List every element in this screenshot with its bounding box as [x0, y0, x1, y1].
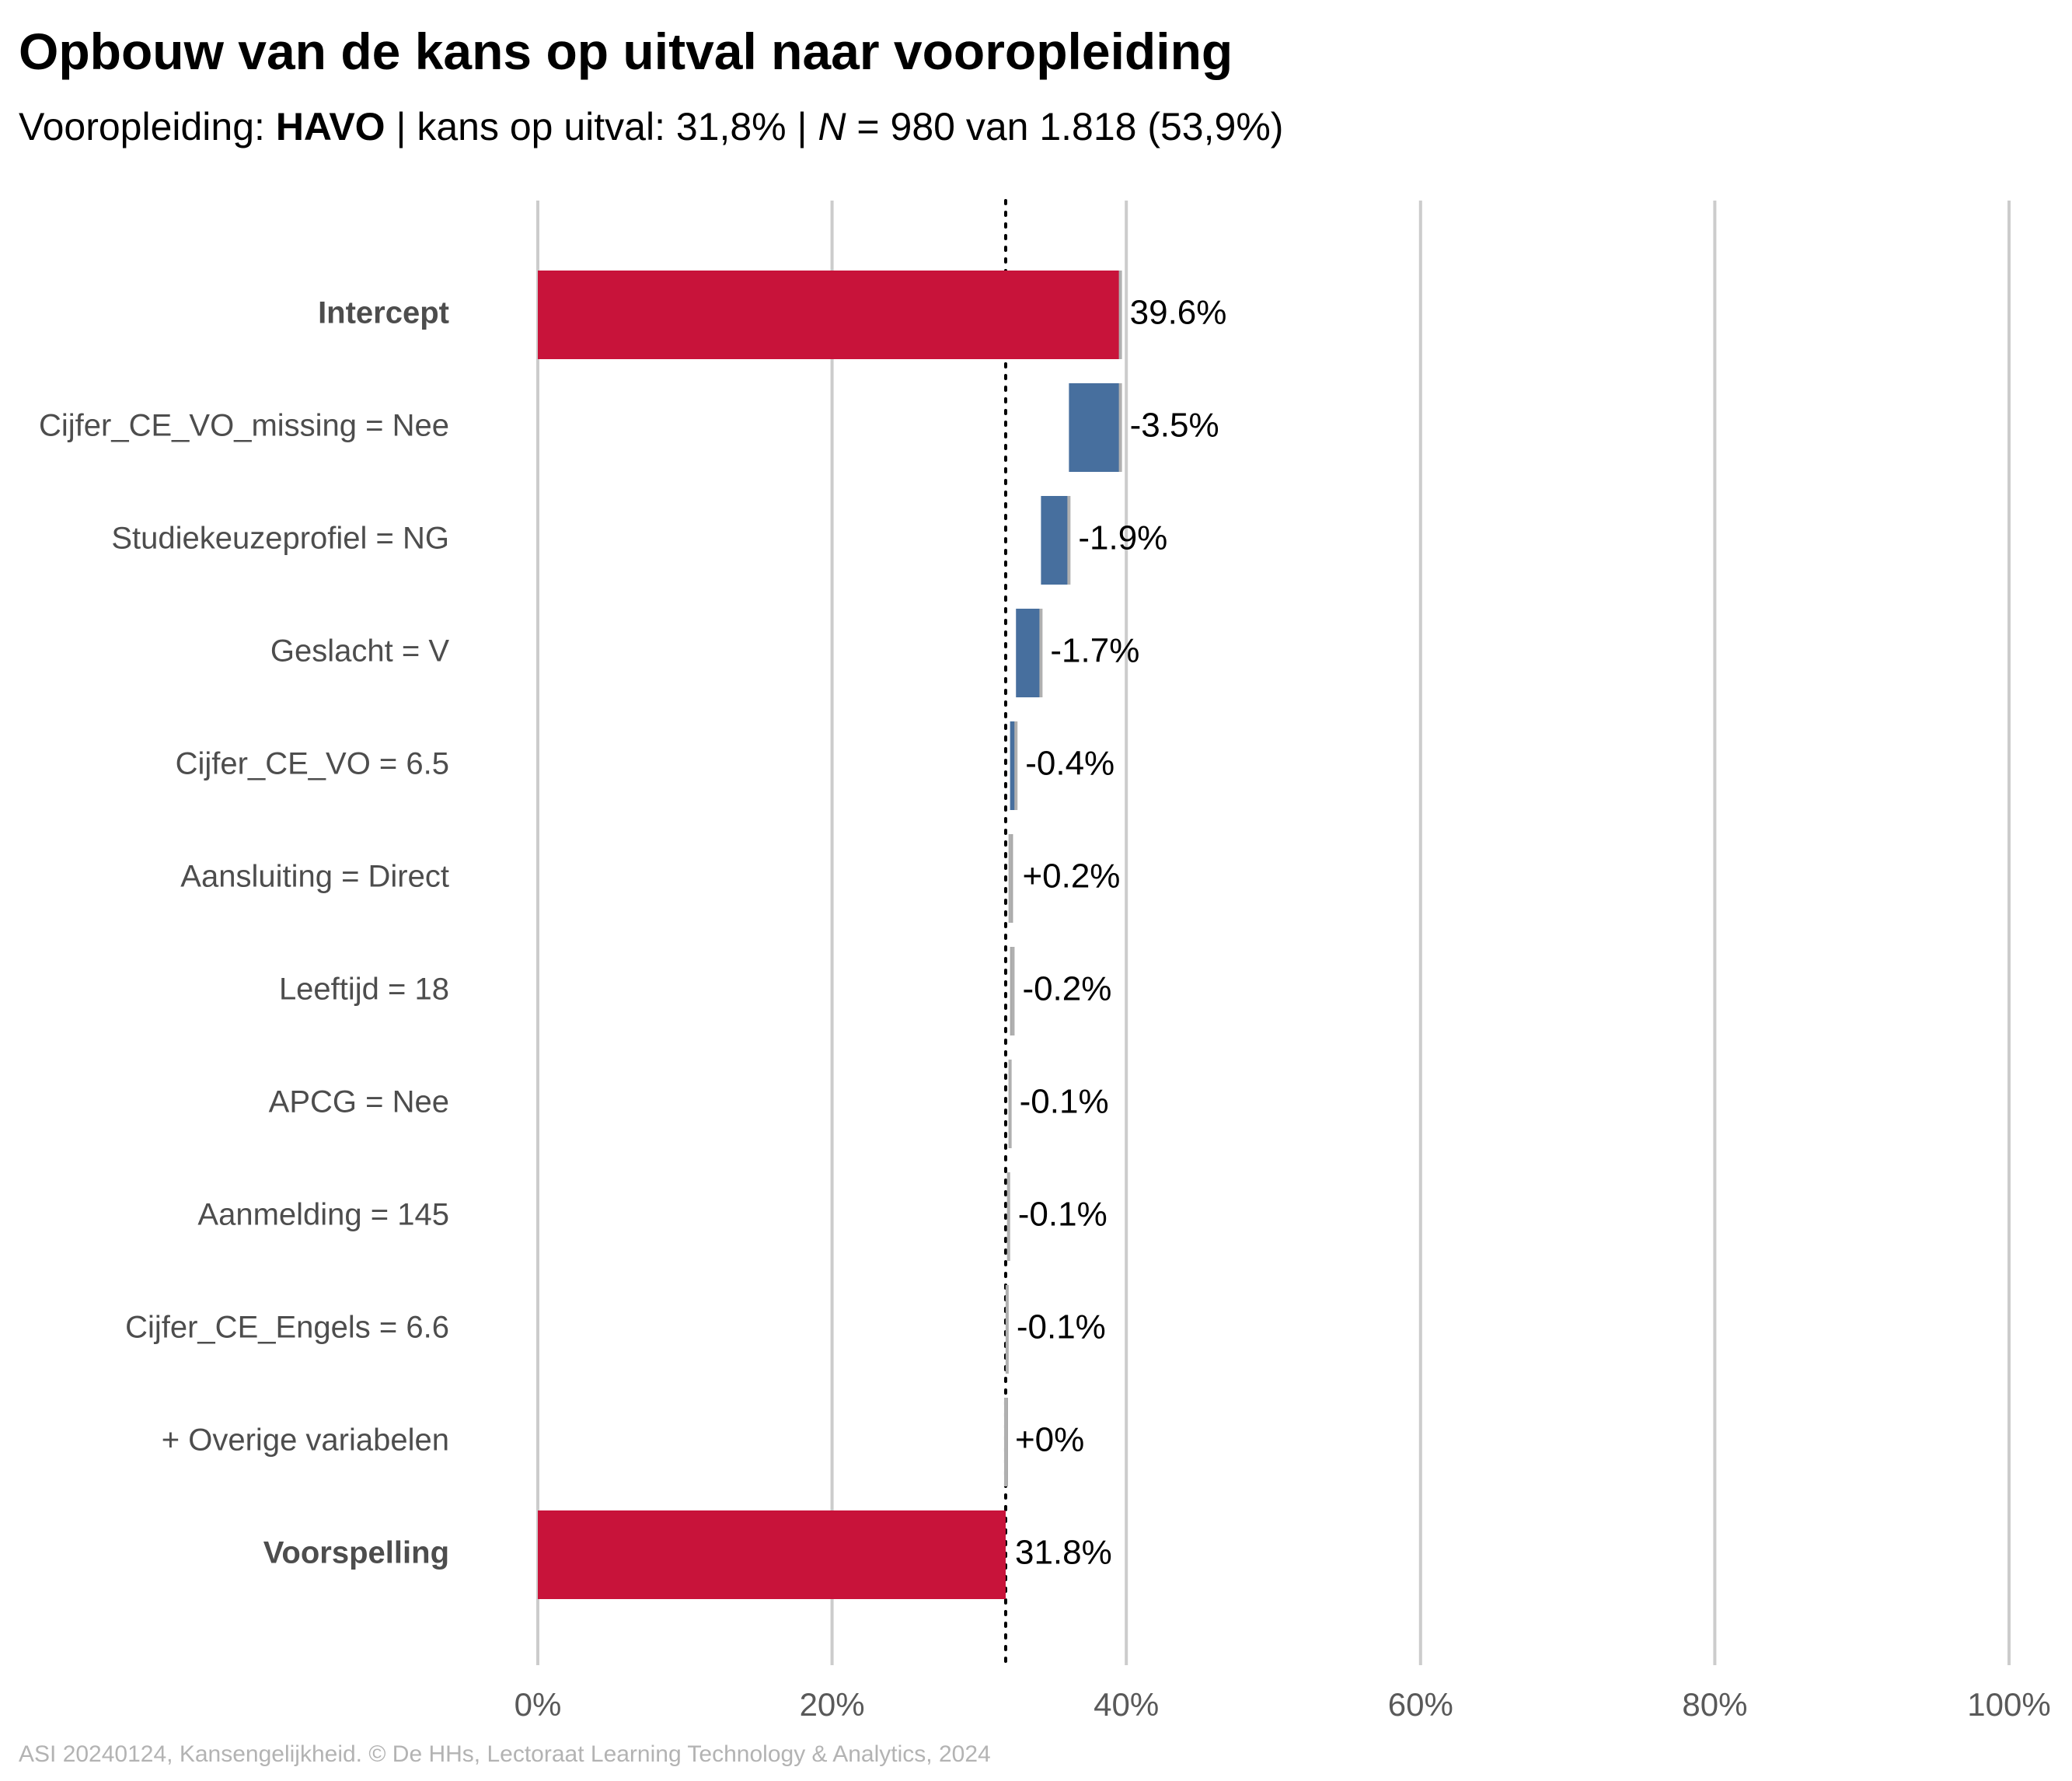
value-label: -1.7% [1050, 632, 1139, 670]
category-label: Cijfer_CE_Engels = 6.6 [125, 1311, 449, 1345]
bar [538, 271, 1121, 359]
value-label: -3.5% [1130, 407, 1219, 445]
value-label: 39.6% [1130, 294, 1227, 332]
bar [1041, 496, 1069, 585]
category-labels: Intercept Cijfer_CE_VO_missing = Nee Studi… [39, 296, 449, 1570]
chart-caption: ASI 20240124, Kansengelijkheid. © De HHs… [19, 1741, 991, 1767]
chart-title: Opbouw van de kans op uitval naar voorop… [19, 23, 1233, 80]
value-label: 31.8% [1015, 1534, 1112, 1572]
bar [1069, 383, 1121, 472]
bar [1016, 609, 1041, 697]
subtitle-group: HAVO [275, 105, 385, 148]
value-label: +0.2% [1022, 857, 1120, 896]
category-label: + Overige variabelen [162, 1423, 449, 1458]
x-tick-label: 40% [1094, 1686, 1159, 1723]
x-tick-label: 20% [800, 1686, 865, 1723]
category-label: Intercept [318, 296, 449, 330]
x-tick-label: 100% [1967, 1686, 2050, 1723]
subtitle-n-label: N [818, 105, 846, 148]
bar [538, 1510, 1006, 1599]
chart-subtitle: Vooropleiding: HAVO | kans op uitval: 31… [19, 104, 1283, 149]
bars [538, 271, 1122, 1599]
value-label: -0.2% [1022, 970, 1111, 1008]
subtitle-sep-1: | kans op uitval: [385, 105, 676, 148]
category-label: Aansluiting = Direct [180, 860, 449, 894]
category-label: Voorspelling [263, 1536, 449, 1570]
category-label: APCG = Nee [269, 1085, 449, 1119]
value-label: -1.9% [1078, 519, 1167, 557]
x-tick-label: 0% [515, 1686, 562, 1723]
grid-lines [536, 201, 2011, 1665]
x-tick-label: 80% [1682, 1686, 1747, 1723]
category-label: Cijfer_CE_VO = 6.5 [176, 747, 449, 781]
category-label: Geslacht = V [270, 634, 449, 669]
value-label: -0.1% [1018, 1196, 1108, 1234]
category-label: Leeftijd = 18 [279, 973, 449, 1007]
bar [1010, 721, 1017, 810]
subtitle-probability: 31,8% [675, 105, 787, 148]
subtitle-prefix: Vooropleiding: [19, 105, 276, 148]
x-tick-label: 60% [1388, 1686, 1453, 1723]
category-label: Aanmelding = 145 [197, 1198, 449, 1232]
category-label: Cijfer_CE_VO_missing = Nee [39, 409, 449, 443]
value-label: -0.1% [1017, 1308, 1106, 1346]
subtitle-sep-2: | [786, 105, 818, 148]
value-labels: 39.6% -3.5% -1.9% -1.7% -0.4% +0.2% -0.2% -0.1%… [1015, 294, 1226, 1572]
x-axis-ticks: 0% 20% 40% 60% 80% 100% [515, 1686, 2051, 1723]
value-label: -0.1% [1020, 1083, 1109, 1121]
value-label: +0% [1015, 1421, 1084, 1459]
value-label: -0.4% [1025, 745, 1114, 783]
subtitle-n-text: = 980 van 1.818 (53,9%) [846, 105, 1284, 148]
category-label: Studiekeuzeprofiel = NG [111, 522, 449, 556]
